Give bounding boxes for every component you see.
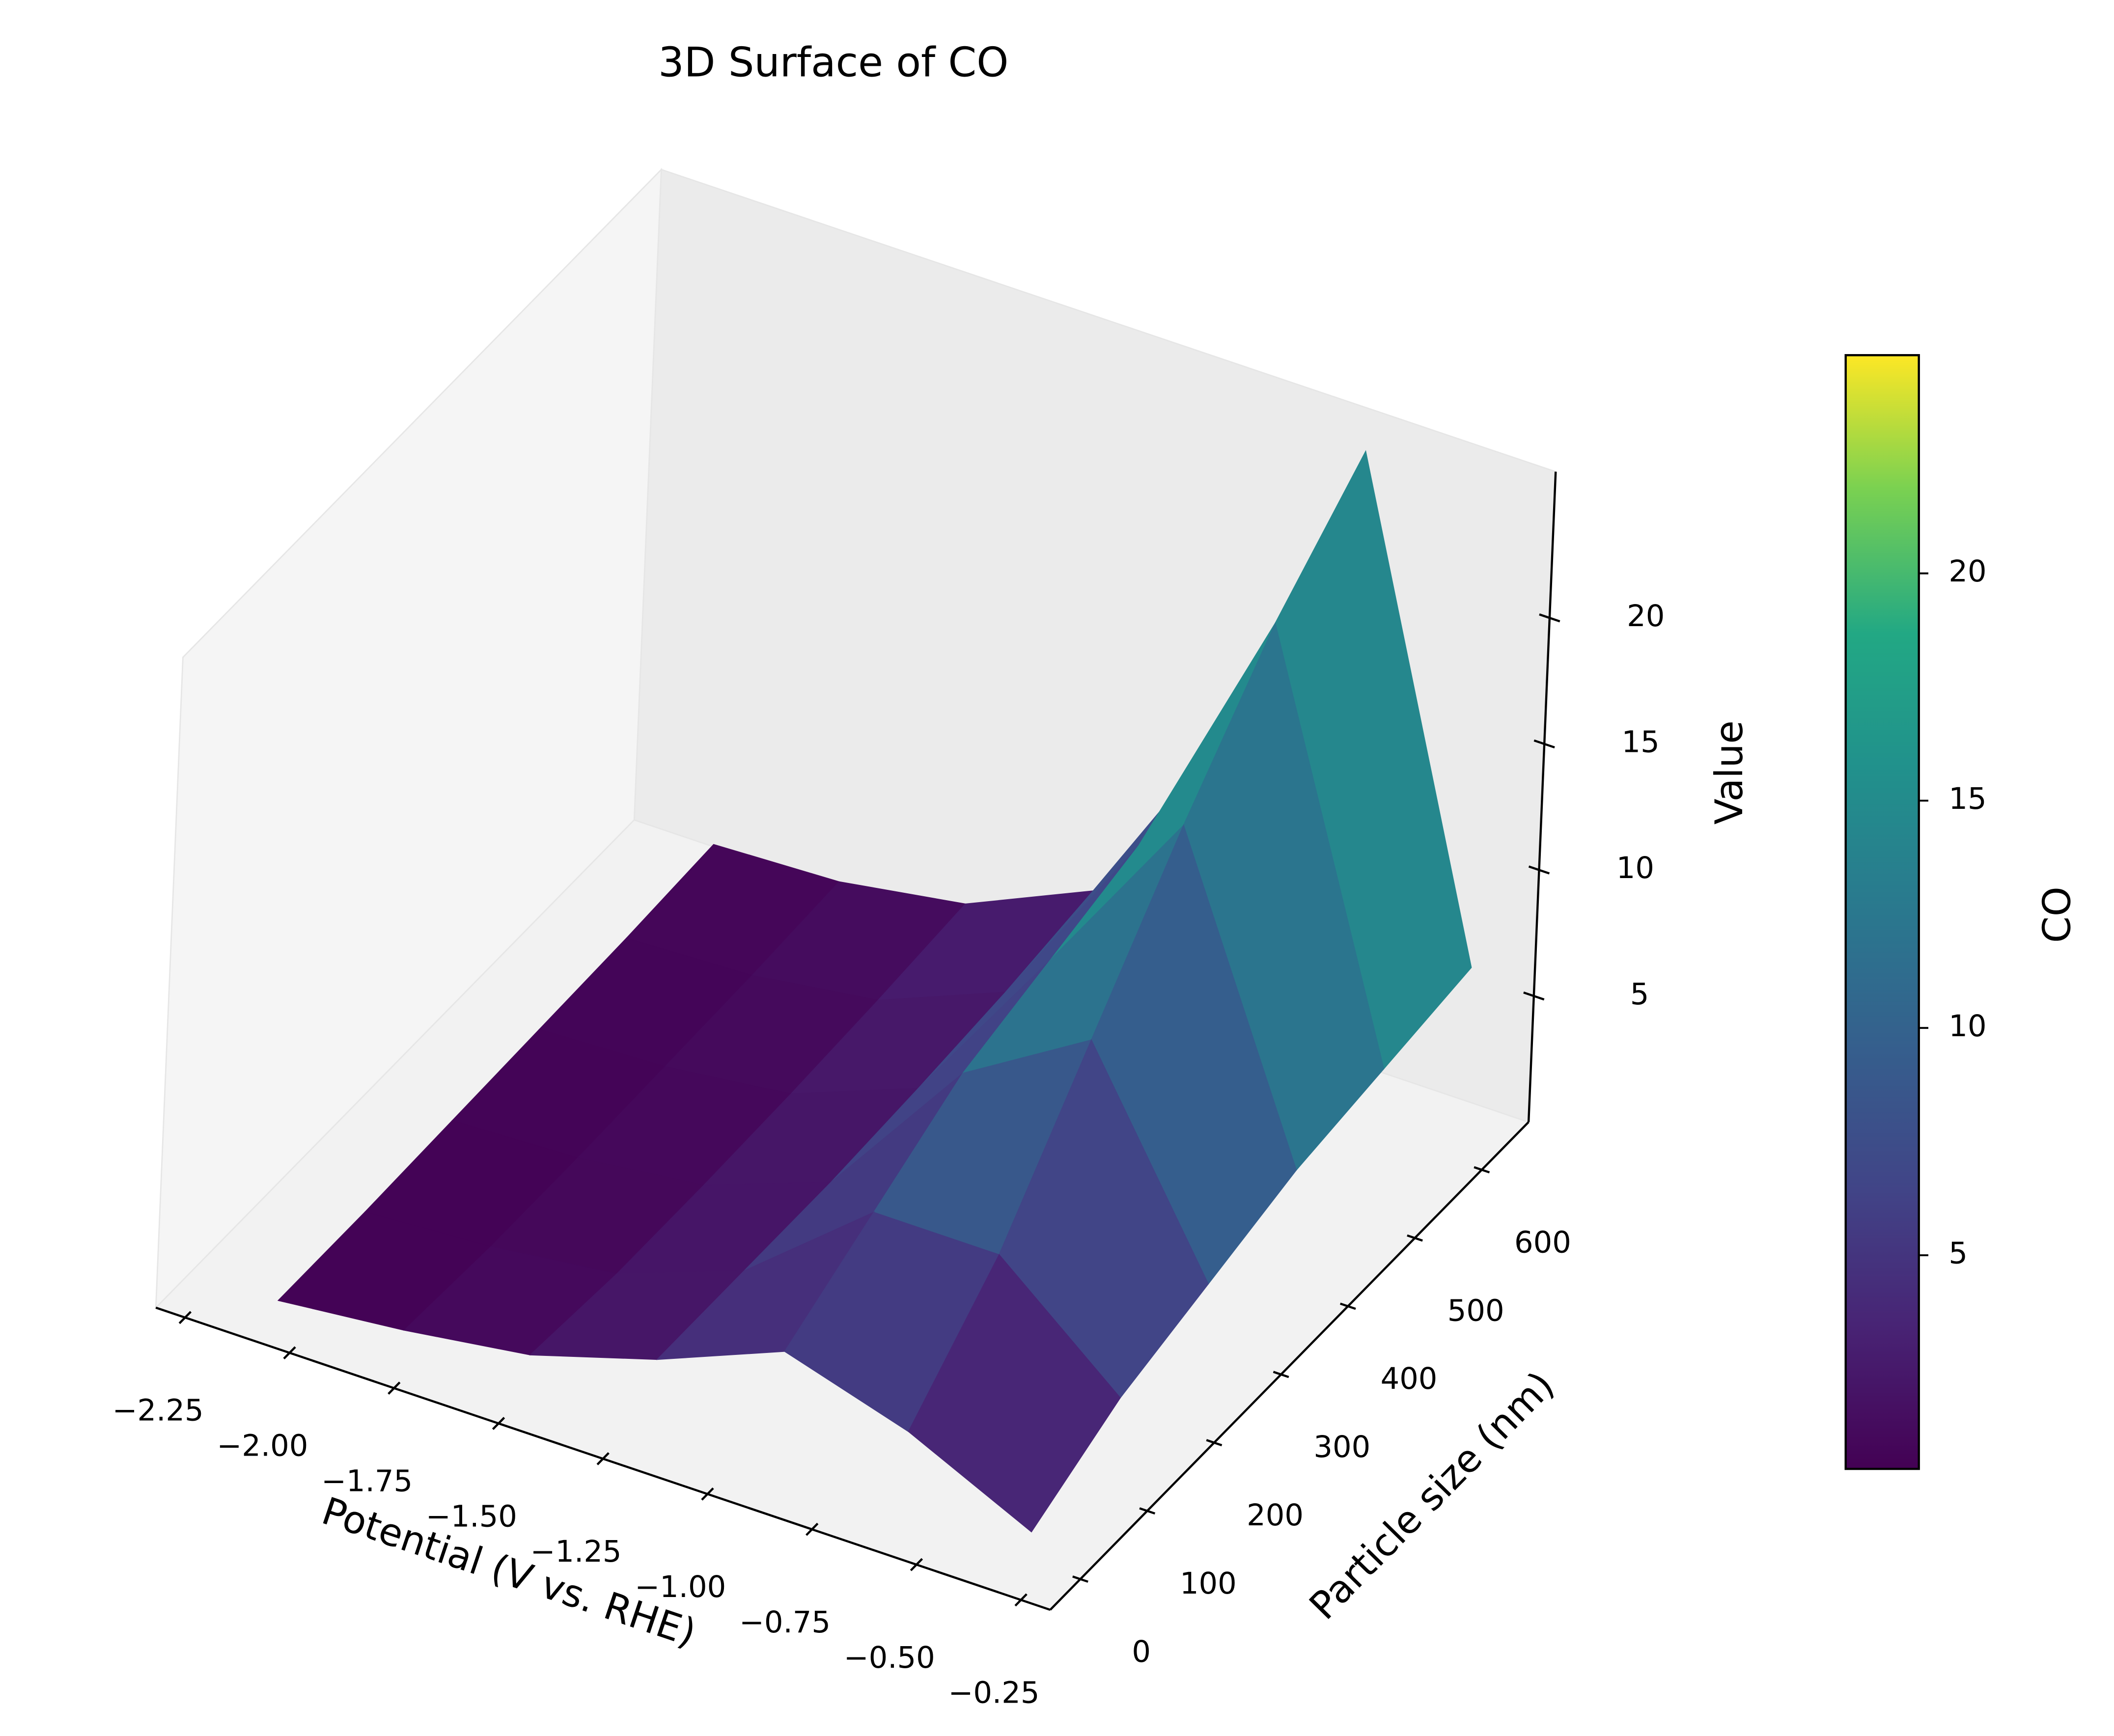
x-tick [701,1487,714,1501]
y-tick [1072,1575,1088,1583]
y-axis-line [1049,1121,1530,1611]
x-tick-label: −1.00 [635,1570,726,1604]
z-axis-label: Value [1707,720,1752,825]
x-tick [1014,1593,1028,1607]
y-tick-label: 300 [1313,1430,1370,1464]
x-tick [388,1381,401,1395]
z-tick [1539,613,1560,623]
y-tick [1206,1439,1223,1447]
y-tick-label: 0 [1132,1635,1151,1669]
y-tick [1273,1371,1289,1378]
x-tick [283,1346,296,1360]
y-tick [1407,1234,1423,1242]
x-tick-label: −0.75 [739,1605,831,1640]
y-tick [1339,1302,1356,1310]
y-tick-label: 600 [1514,1225,1571,1260]
surface-patch [908,1254,1121,1533]
x-tick-label: −2.25 [112,1394,204,1428]
colorbar-body [1844,354,1920,1470]
colorbar-tick-label: 10 [1948,1009,1986,1044]
colorbar-tick-label: 5 [1948,1237,1968,1271]
y-tick-label: 200 [1247,1498,1304,1533]
x-tick [806,1522,819,1536]
x-tick [178,1311,192,1324]
z-tick-label: 20 [1627,599,1665,634]
z-tick [1523,992,1545,1001]
x-tick [910,1558,923,1571]
colorbar-tick-label: 20 [1948,554,1986,589]
x-tick-label: −1.50 [426,1499,517,1534]
x-tick [596,1452,610,1465]
x-tick-label: −0.25 [948,1676,1039,1710]
z-tick-label: 5 [1630,977,1649,1012]
y-tick-label: 400 [1381,1362,1438,1396]
z-axis-line [1527,471,1557,1122]
side-pane [155,167,662,1310]
surface [277,450,1472,1533]
z-tick [1533,739,1555,749]
z-tick-label: 10 [1616,851,1654,885]
y-tick [1474,1166,1490,1174]
z-tick-label: 15 [1621,725,1659,759]
x-tick-label: −0.50 [844,1641,935,1675]
z-tick [1528,865,1550,875]
x-tick-label: −1.25 [530,1535,622,1569]
y-tick [1139,1507,1156,1515]
colorbar-tick-label: 15 [1948,782,1986,816]
chart-title: 3D Surface of CO [658,38,1008,86]
x-tick-label: −1.75 [321,1464,413,1498]
y-axis-label: Particle size (nm) [1301,1363,1563,1628]
x-tick-label: −2.00 [217,1429,308,1463]
colorbar-label: CO [2035,886,2080,943]
x-tick [492,1417,505,1430]
y-tick-label: 500 [1447,1294,1504,1328]
y-tick-label: 100 [1180,1567,1237,1601]
colorbar: 5 10 15 20 CO [1844,354,2080,1470]
